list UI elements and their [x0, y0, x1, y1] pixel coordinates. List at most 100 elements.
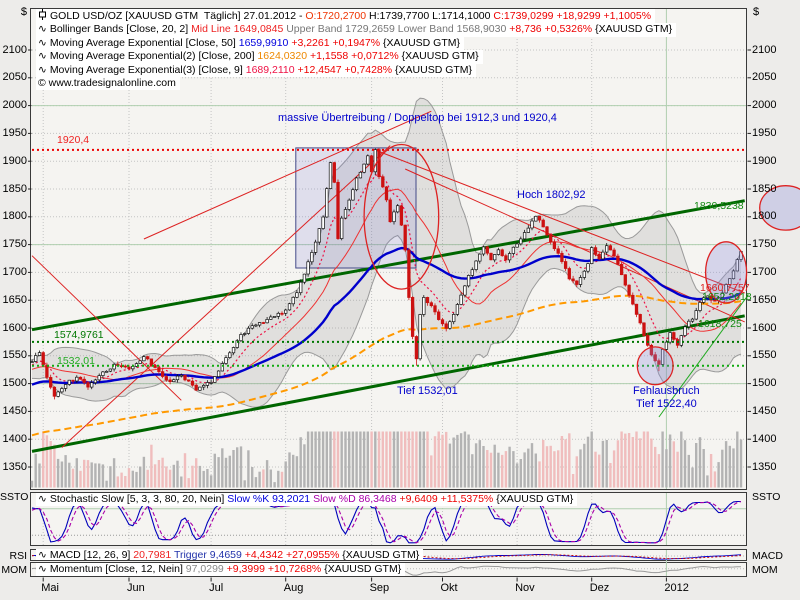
- price-tick-label-left: 1650: [2, 293, 27, 306]
- left-axis-currency-label: $: [20, 6, 27, 18]
- indicator-wave-icon: ∿: [38, 493, 47, 505]
- momentum-legend-text[interactable]: ∿ Momentum [Close, 12, Nein] 97,0299 +9,3…: [36, 563, 406, 577]
- price-tick-label-right: 2050: [752, 71, 777, 84]
- bollinger-lower-line[interactable]: [31, 234, 742, 408]
- highlight-ellipse[interactable]: [759, 185, 800, 231]
- trendline-jan-steep-support[interactable]: [658, 294, 749, 418]
- highlight-ellipse[interactable]: [363, 143, 440, 290]
- stochastic-k-line[interactable]: [31, 500, 741, 544]
- legend-text: +9,6409 +11,5375%: [399, 493, 497, 505]
- legend-text: Upper Band 1729,2659 Lower Band 1568,903…: [286, 23, 510, 36]
- trendline-downtrend-left[interactable]: [31, 255, 182, 401]
- price-tick-label-right: 1900: [752, 154, 777, 167]
- month-label-Aug: Aug: [283, 582, 304, 594]
- price-value-label-3[interactable]: 1830,5238: [694, 200, 744, 212]
- annotation-text-4[interactable]: Tief 1522,40: [636, 398, 697, 410]
- price-tick-label-right: 1500: [752, 377, 777, 390]
- price-tick-label-left: 1550: [2, 349, 27, 362]
- indicator-wave-icon: ∿: [38, 63, 47, 76]
- month-label-Mai: Mai: [41, 582, 59, 594]
- legend-text: O:1720,2700: [305, 10, 370, 22]
- panel-label-left-mom: MOM: [1, 564, 27, 576]
- price-tick-label-left: 1600: [2, 321, 27, 334]
- legend-row-ema9[interactable]: ∿ Moving Average Exponential(3) [Close, 9…: [36, 63, 477, 78]
- legend-text: Moving Average Exponential [Close, 50]: [49, 36, 239, 49]
- indicator-legend: GOLD USD/OZ [XAUUSD GTM Täglich] 27.01.2…: [36, 9, 677, 91]
- legend-text: +3,2261 +0,1947%: [291, 36, 383, 49]
- legend-text: 20,7981: [133, 549, 174, 560]
- volume-bars[interactable]: [30, 431, 743, 488]
- legend-row-bollinger[interactable]: ∿ Bollinger Bands [Close, 20, 2] Mid Line…: [36, 23, 677, 37]
- legend-text: 1689,2110: [245, 63, 298, 76]
- price-tick-label-left: 1350: [2, 460, 27, 473]
- stochastic-legend-text[interactable]: ∿ Stochastic Slow [5, 3, 3, 80, 20, Nein]…: [36, 493, 578, 507]
- price-tick-label-left: 1800: [2, 210, 27, 223]
- macd-legend-text[interactable]: ∿ MACD [12, 26, 9] 20,7981 Trigger 9,4659…: [36, 549, 424, 560]
- legend-text: 1659,9910: [238, 36, 292, 49]
- highlight-ellipse[interactable]: [704, 241, 748, 304]
- panel-label-right-macd: MACD: [752, 550, 783, 562]
- price-value-label-5[interactable]: 1652,2618: [702, 291, 752, 303]
- trendline-support-channel-major[interactable]: [31, 314, 745, 453]
- panel-label-left-ssto: SSTO: [0, 491, 29, 503]
- month-label-Jul: Jul: [209, 582, 224, 594]
- legend-text: +4,4342 +27,0955%: [244, 549, 343, 560]
- highlight-ellipse[interactable]: [636, 346, 674, 386]
- ema50-line[interactable]: [31, 246, 742, 386]
- price-tick-label-right: 1700: [752, 265, 777, 278]
- legend-text: H:1739,7700 L:1714,1000: [369, 10, 494, 22]
- price-tick-label-left: 1500: [2, 377, 27, 390]
- trendline-resistance-aug-highs[interactable]: [143, 110, 432, 240]
- panel-label-right-ssto: SSTO: [752, 491, 781, 503]
- legend-row-ema50[interactable]: ∿ Moving Average Exponential [Close, 50] …: [36, 36, 465, 51]
- right-axis-currency-label: $: [753, 6, 760, 18]
- price-tick-label-left: 2050: [2, 71, 27, 84]
- legend-text: Slow %D 86,3468: [313, 493, 400, 505]
- legend-row-symbol[interactable]: GOLD USD/OZ [XAUUSD GTM Täglich] 27.01.2…: [36, 9, 656, 24]
- price-tick-label-left: 1450: [2, 404, 27, 417]
- legend-text: C:1739,0299 +18,9299 +1,1005%: [493, 10, 652, 22]
- price-value-label-2[interactable]: 1532,01: [57, 355, 95, 367]
- annotation-text-0[interactable]: massive Übertreibung / Doppeltop bei 191…: [278, 112, 557, 124]
- month-label-2012: 2012: [664, 582, 689, 594]
- stochastic-d-line[interactable]: [31, 500, 742, 544]
- legend-text: © www.tradesignalonline.com: [38, 77, 176, 90]
- legend-row-ema200[interactable]: ∿ Moving Average Exponential(2) [Close, 2…: [36, 50, 483, 64]
- indicator-wave-icon: ∿: [38, 36, 47, 49]
- legend-text: Moving Average Exponential(2) [Close, 20…: [49, 50, 258, 63]
- annotation-text-1[interactable]: Hoch 1802,92: [517, 189, 586, 201]
- price-value-label-4[interactable]: 1660,7757: [700, 282, 750, 294]
- trendline-channel-upper[interactable]: [31, 199, 745, 332]
- price-value-label-6[interactable]: 1618,725: [698, 318, 742, 330]
- price-tick-label-right: 1350: [752, 460, 777, 473]
- month-label-Dez: Dez: [589, 582, 610, 594]
- legend-text: Mid Line 1649,0845: [191, 23, 287, 36]
- stochastic-legend-row: ∿ Stochastic Slow [5, 3, 3, 80, 20, Nein]…: [36, 493, 578, 507]
- price-value-label-1[interactable]: 1574,9761: [54, 329, 104, 341]
- legend-text: +9,3999 +10,7268%: [226, 563, 325, 575]
- macd-legend-row: ∿ MACD [12, 26, 9] 20,7981 Trigger 9,4659…: [36, 549, 424, 560]
- trendline-downtrend-from-top[interactable]: [375, 149, 745, 294]
- candlestick-series[interactable]: [30, 148, 743, 400]
- trendline-fan-up-to-top[interactable]: [61, 145, 391, 448]
- annotation-text-2[interactable]: Tief 1532,01: [397, 385, 458, 397]
- legend-text: {XAUUSD GTM}: [382, 36, 461, 49]
- price-tick-label-left: 1900: [2, 154, 27, 167]
- price-tick-label-right: 1800: [752, 210, 777, 223]
- legend-text: +12,4547 +0,7428%: [297, 63, 396, 76]
- legend-text: Trigger 9,4659: [173, 549, 245, 560]
- indicator-wave-icon: ∿: [38, 23, 47, 36]
- price-tick-label-left: 1850: [2, 182, 27, 195]
- legend-text: {XAUUSD GTM}: [342, 549, 420, 560]
- legend-text: {XAUUSD GTM}: [595, 23, 673, 36]
- bollinger-upper-line[interactable]: [31, 97, 742, 365]
- legend-row-watermark[interactable]: © www.tradesignalonline.com: [36, 77, 180, 91]
- legend-text: Bollinger Bands [Close, 20, 2]: [49, 23, 192, 36]
- annotation-text-3[interactable]: Fehlausbruch: [633, 385, 700, 397]
- panel-label-left-rsi: RSI: [9, 550, 27, 562]
- indicator-wave-icon: ∿: [38, 563, 47, 575]
- price-value-label-0[interactable]: 1920,4: [57, 134, 90, 146]
- legend-text: Stochastic Slow [5, 3, 3, 80, 20, Nein]: [49, 493, 228, 505]
- legend-text: 1624,0320: [257, 50, 310, 63]
